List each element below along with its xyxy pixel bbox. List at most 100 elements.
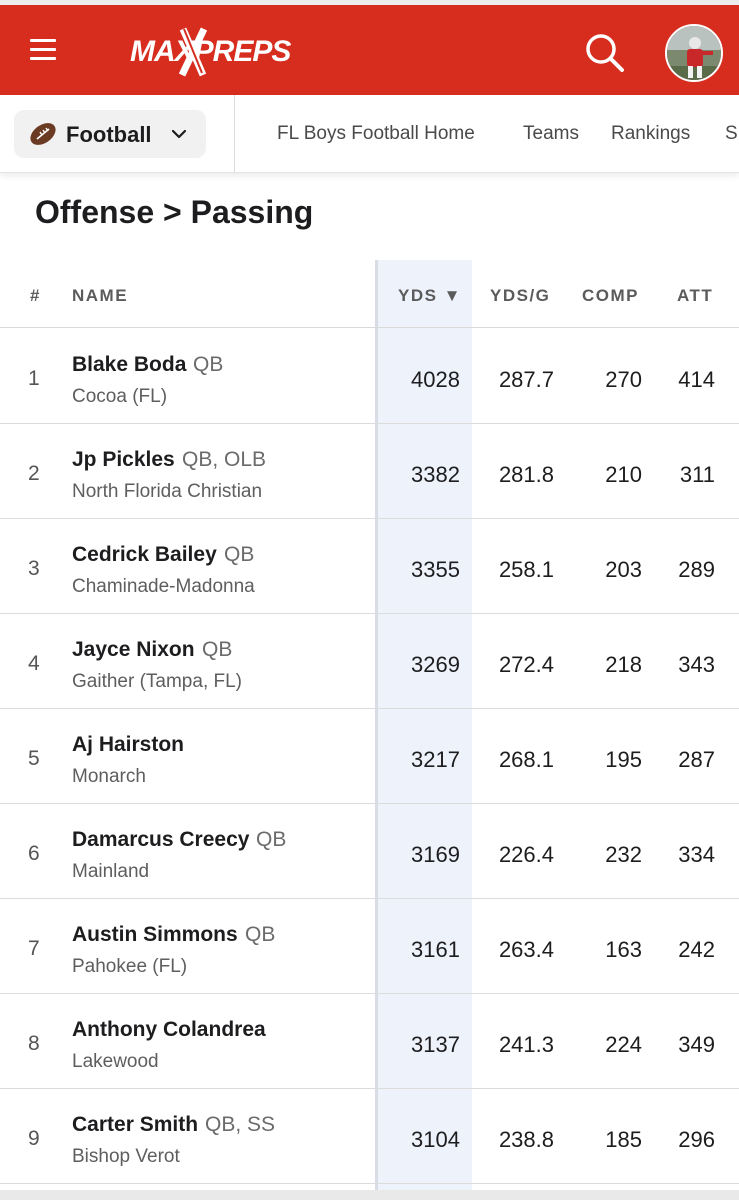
page-title: Offense > Passing (35, 194, 314, 230)
school-link[interactable]: Monarch (72, 766, 146, 787)
completions-cell: 232 (605, 842, 642, 867)
subnav-divider (234, 95, 235, 173)
rank-cell: 9 (28, 1127, 40, 1150)
header-attempts[interactable]: ATT (677, 286, 714, 305)
rank-cell: 6 (28, 842, 40, 865)
site-header: MAXPREPS (0, 5, 739, 95)
sport-label: Football (66, 122, 152, 147)
table-row[interactable]: 1 Blake Boda QB Cocoa (FL) 4028 287.7 270 414 (0, 329, 739, 424)
table-row[interactable]: 3 Cedrick Bailey QB Chaminade-Madonna 3355 25… (0, 519, 739, 614)
nav-link-truncated[interactable]: S (725, 123, 738, 144)
yds-per-game-cell: 281.8 (498, 462, 554, 487)
player-name-link[interactable]: Jp Pickles (72, 448, 175, 471)
player-position: QB (193, 353, 224, 376)
table-row[interactable]: 6 Damarcus Creecy QB Mainland 3169 226.4 232 33… (0, 804, 739, 899)
player-name-link[interactable]: Damarcus Creecy (72, 828, 250, 851)
top-strip (0, 0, 739, 5)
yds-cell: 3217 (411, 747, 460, 772)
search-icon[interactable] (582, 30, 626, 74)
rank-cell: 2 (28, 462, 40, 485)
nav-link-rankings[interactable]: Rankings (611, 123, 691, 144)
yds-cell: 3355 (411, 557, 460, 582)
completions-cell: 270 (605, 367, 642, 392)
rank-cell: 3 (28, 557, 40, 580)
player-name-link[interactable]: Blake Boda (72, 353, 187, 376)
school-link[interactable]: Pahokee (FL) (72, 956, 188, 977)
header-name[interactable]: NAME (72, 286, 129, 305)
player-position: QB (256, 828, 287, 851)
attempts-cell: 287 (678, 747, 715, 772)
nav-link-fl-boys-football-home[interactable]: FL Boys Football Home (277, 123, 475, 144)
school-link[interactable]: Lakewood (72, 1051, 159, 1072)
player-name-link[interactable]: Anthony Colandrea (72, 1018, 266, 1041)
completions-cell: 163 (605, 937, 642, 962)
table-row[interactable]: 5 Aj Hairston Monarch 3217 268.1 195 287 (0, 709, 739, 804)
attempts-cell: 414 (678, 367, 715, 392)
user-avatar[interactable] (665, 24, 723, 82)
sport-selector[interactable]: Football (14, 110, 206, 158)
table-row[interactable]: 7 Austin Simmons QB Pahokee (FL) 3161 263.4 16… (0, 899, 739, 994)
rank-cell: 1 (28, 367, 40, 390)
bottom-edge (0, 1190, 739, 1200)
header-completions[interactable]: COMP (582, 286, 639, 305)
table-row[interactable]: 2 Jp Pickles QB, OLB North Florida Christia… (0, 424, 739, 519)
school-link[interactable]: Cocoa (FL) (72, 386, 168, 407)
player-position: QB (245, 923, 276, 946)
player-name-link[interactable]: Jayce Nixon (72, 638, 195, 661)
rank-cell: 8 (28, 1032, 40, 1055)
school-link[interactable]: Gaither (Tampa, FL) (72, 671, 242, 692)
school-link[interactable]: Mainland (72, 861, 150, 882)
completions-cell: 203 (605, 557, 642, 582)
yds-per-game-cell: 258.1 (498, 557, 554, 582)
yds-cell: 3169 (411, 842, 460, 867)
yds-per-game-cell: 272.4 (498, 652, 554, 677)
player-name-link[interactable]: Aj Hairston (72, 733, 185, 756)
hamburger-menu-icon[interactable] (30, 39, 58, 61)
nav-link-teams[interactable]: Teams (523, 123, 579, 144)
yds-per-game-cell: 268.1 (498, 747, 554, 772)
chevron-down-icon (171, 127, 187, 141)
player-position: QB, SS (205, 1113, 276, 1136)
attempts-cell: 349 (678, 1032, 715, 1057)
stats-table: # NAME YDS ▼ YDS/G COMP ATT 1 Blake Boda Q… (0, 260, 739, 1200)
player-name-link[interactable]: Carter Smith (72, 1113, 199, 1136)
yds-cell: 3137 (411, 1032, 460, 1057)
frozen-column-divider (375, 260, 378, 1200)
completions-cell: 195 (605, 747, 642, 772)
attempts-cell: 289 (678, 557, 715, 582)
yds-cell: 3161 (411, 937, 460, 962)
sorted-column-highlight (377, 260, 472, 1200)
yds-per-game-cell: 287.7 (498, 367, 554, 392)
table-row[interactable]: 9 Carter Smith QB, SS Bishop Verot 3104 238.8… (0, 1089, 739, 1184)
attempts-cell: 296 (678, 1127, 715, 1152)
player-name-link[interactable]: Cedrick Bailey (72, 543, 217, 566)
attempts-cell: 343 (678, 652, 715, 677)
school-link[interactable]: Chaminade-Madonna (72, 576, 255, 597)
maxpreps-logo[interactable]: MAXPREPS (128, 23, 303, 79)
player-name-link[interactable]: Austin Simmons (72, 923, 238, 946)
football-icon (28, 121, 58, 147)
table-header-row: # NAME YDS ▼ YDS/G COMP ATT (0, 260, 739, 328)
header-yds-sorted[interactable]: YDS ▼ (398, 286, 463, 305)
yds-per-game-cell: 241.3 (498, 1032, 554, 1057)
completions-cell: 210 (605, 462, 642, 487)
player-position: QB (202, 638, 233, 661)
yds-cell: 3269 (411, 652, 460, 677)
player-position: QB, OLB (182, 448, 267, 471)
attempts-cell: 334 (678, 842, 715, 867)
yds-cell: 4028 (411, 367, 460, 392)
table-row[interactable]: 4 Jayce Nixon QB Gaither (Tampa, FL) 3269 272… (0, 614, 739, 709)
attempts-cell: 242 (678, 937, 715, 962)
rank-cell: 4 (28, 652, 40, 675)
svg-text:MAXPREPS: MAXPREPS (130, 35, 291, 68)
rank-cell: 5 (28, 747, 40, 770)
yds-per-game-cell: 226.4 (498, 842, 554, 867)
rank-cell: 7 (28, 937, 40, 960)
completions-cell: 218 (605, 652, 642, 677)
table-row[interactable]: 8 Anthony Colandrea Lakewood 3137 241.3 224 34… (0, 994, 739, 1089)
school-link[interactable]: North Florida Christian (72, 481, 263, 502)
yds-per-game-cell: 263.4 (498, 937, 554, 962)
completions-cell: 224 (605, 1032, 642, 1057)
school-link[interactable]: Bishop Verot (72, 1146, 180, 1167)
header-yds-per-game[interactable]: YDS/G (490, 286, 551, 305)
